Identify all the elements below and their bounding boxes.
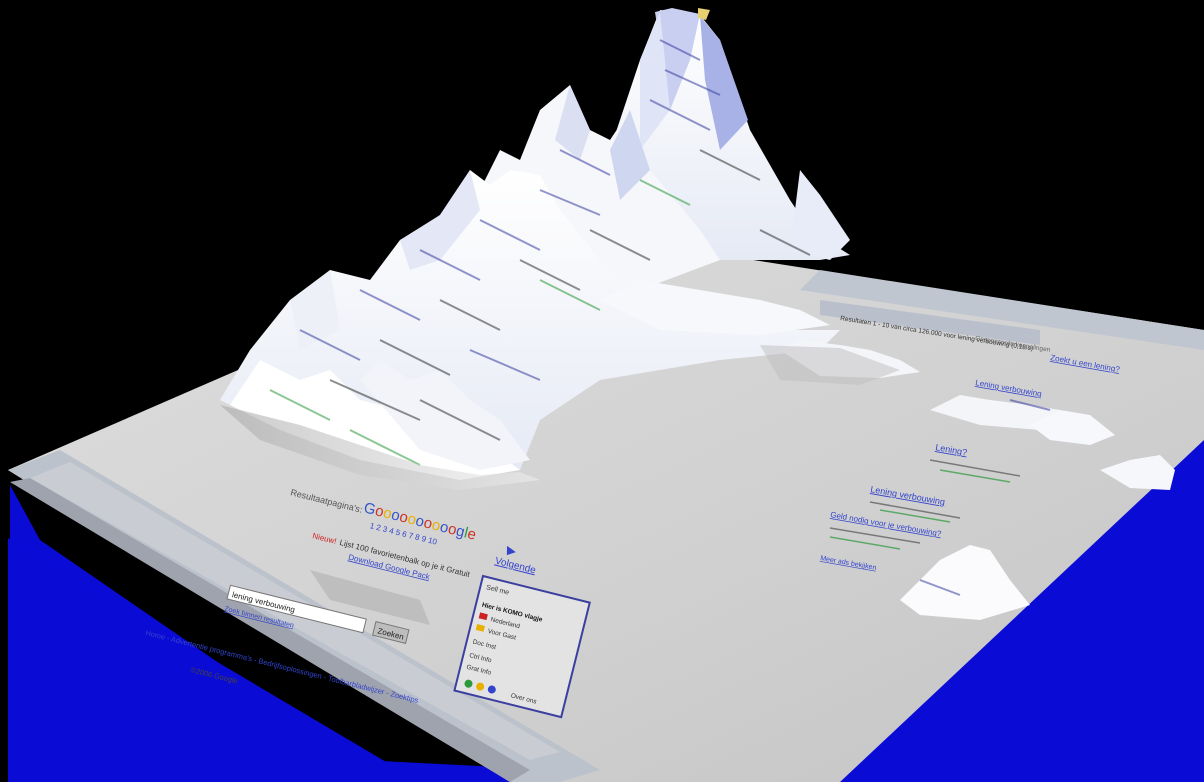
- base-side-left-fill: [8, 538, 420, 782]
- info-icon: [487, 685, 496, 694]
- peak-highlight: [698, 8, 710, 20]
- toolbar-widget: Sell me Hier is KOMO vlagje Nederland Vo…: [453, 574, 591, 719]
- flag-icon: [475, 624, 485, 632]
- page-band-right-2: [820, 300, 1040, 345]
- search-input[interactable]: [226, 584, 367, 634]
- widget-frame: [453, 574, 591, 719]
- search-button[interactable]: [371, 620, 410, 645]
- page-edge-front: [10, 478, 530, 782]
- text-terrain-peaks: [220, 8, 1175, 620]
- google-logo-text: Goooooooooogle: [362, 499, 478, 543]
- next-arrow-icon: [506, 545, 516, 556]
- promo-shadow: [310, 570, 430, 625]
- page-band-right: [800, 270, 1204, 350]
- star-icon: [476, 682, 485, 691]
- flag-icon: [478, 612, 488, 621]
- globe-icon: [464, 679, 473, 688]
